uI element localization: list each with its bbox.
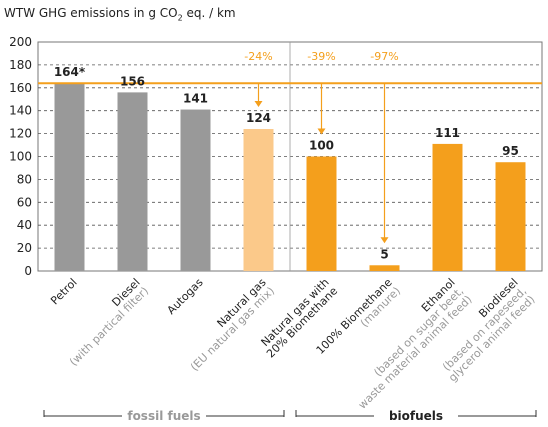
bar bbox=[243, 129, 274, 271]
group-label: biofuels bbox=[389, 409, 443, 423]
chart-title: WTW GHG emissions in g CO2 eq. / km bbox=[4, 6, 236, 22]
bar bbox=[432, 143, 463, 271]
category-label: Ethanol(based on sugar beet,waste materi… bbox=[339, 276, 475, 412]
bar bbox=[117, 92, 148, 271]
group-label-background bbox=[122, 408, 206, 424]
reduction-annotation: -24% bbox=[244, 50, 272, 63]
group-label-background bbox=[374, 408, 458, 424]
y-tick-label: 80 bbox=[17, 172, 32, 186]
bar bbox=[54, 83, 85, 271]
annotation-arrow-head bbox=[317, 128, 326, 135]
bar-value-label: 141 bbox=[183, 92, 208, 106]
y-tick-label: 0 bbox=[24, 264, 32, 278]
y-tick-label: 40 bbox=[17, 218, 32, 232]
bar-value-label: 5 bbox=[380, 247, 388, 261]
annotation-arrow-head bbox=[254, 101, 263, 108]
y-tick-label: 20 bbox=[17, 241, 32, 255]
bar-value-label: 100 bbox=[309, 139, 334, 153]
y-tick-label: 160 bbox=[9, 81, 32, 95]
category-label: Autogas bbox=[165, 276, 206, 317]
category-label-line: Autogas bbox=[165, 276, 206, 317]
chart-title-main: WTW GHG emissions in g CO bbox=[4, 6, 178, 20]
bar bbox=[306, 156, 337, 271]
chart-title-unit: eq. / km bbox=[182, 6, 236, 20]
y-tick-label: 140 bbox=[9, 104, 32, 118]
category-label-line: Petrol bbox=[48, 276, 79, 307]
reduction-annotation: -39% bbox=[307, 50, 335, 63]
group-label: fossil fuels bbox=[127, 409, 200, 423]
bar-value-label: 124 bbox=[246, 111, 271, 125]
y-tick-label: 120 bbox=[9, 127, 32, 141]
bar bbox=[180, 109, 211, 272]
bar bbox=[369, 265, 400, 271]
category-label: Petrol bbox=[48, 276, 79, 307]
category-label-line: (with partical filter) bbox=[67, 284, 151, 368]
bar-value-label: 156 bbox=[120, 74, 145, 88]
bar-value-label: 111 bbox=[435, 126, 460, 140]
reduction-annotation: -97% bbox=[370, 50, 398, 63]
bar-value-label: 164* bbox=[54, 65, 86, 79]
y-tick-label: 200 bbox=[9, 35, 32, 49]
chart-title-subscript: 2 bbox=[177, 13, 183, 23]
annotation-arrow-head bbox=[380, 237, 389, 244]
category-label-line: (EU natural gas mix) bbox=[188, 284, 277, 373]
y-tick-label: 60 bbox=[17, 195, 32, 209]
y-tick-label: 180 bbox=[9, 58, 32, 72]
bar-value-label: 95 bbox=[502, 144, 519, 158]
y-tick-label: 100 bbox=[9, 150, 32, 164]
bar bbox=[495, 162, 526, 271]
